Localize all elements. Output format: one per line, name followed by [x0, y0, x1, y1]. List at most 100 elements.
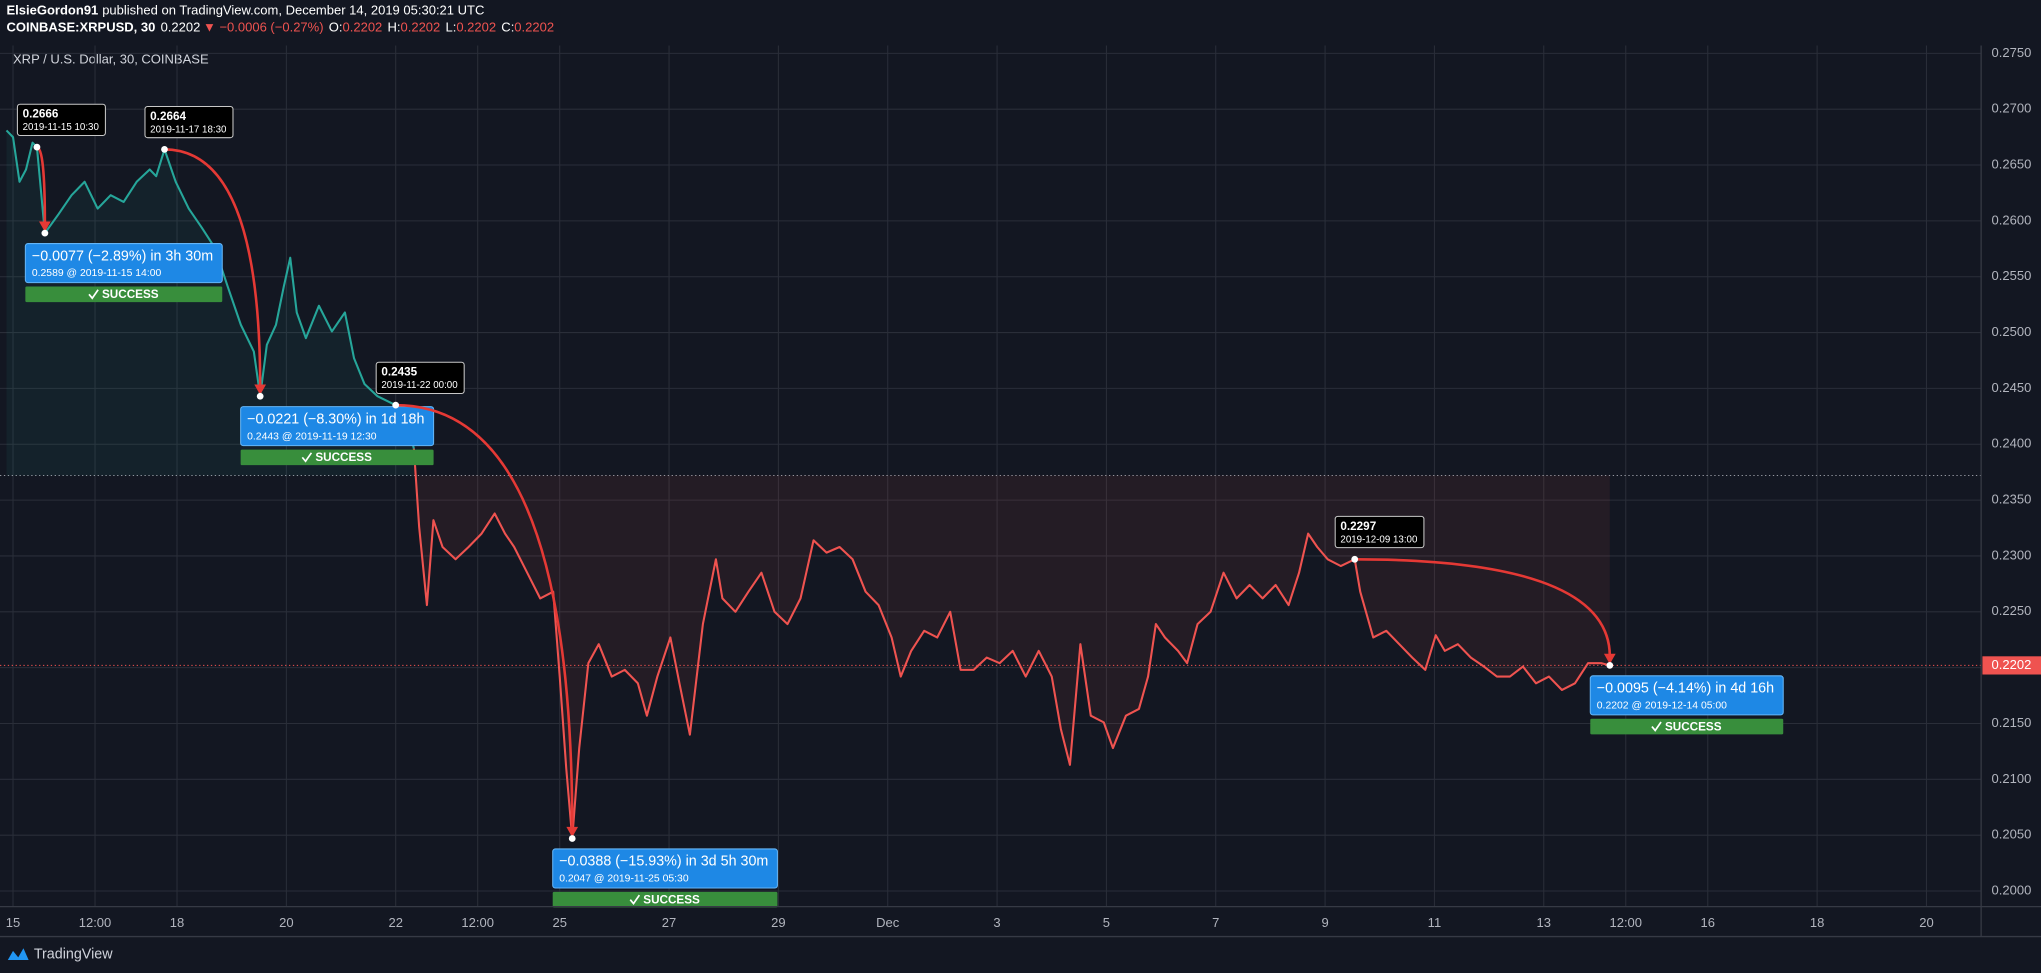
y-tick-label: 0.2600	[1992, 212, 2032, 227]
ohlc-label: O:	[329, 20, 343, 35]
brand: TradingView	[34, 947, 113, 963]
x-tick-label: 22	[388, 915, 402, 930]
y-tick-label: 0.2450	[1992, 380, 2032, 395]
start-price: 0.2664	[150, 110, 186, 123]
start-box	[144, 105, 234, 139]
y-tick-label: 0.2250	[1992, 603, 2032, 618]
arrow-head	[254, 384, 267, 395]
ohlc-label: L:	[445, 20, 456, 35]
y-tick-label: 0.2650	[1992, 156, 2032, 171]
header-line: ElsieGordon91 published on TradingView.co…	[7, 3, 485, 18]
symbol: COINBASE:XRPUSD, 30	[7, 20, 156, 35]
arrow-curve	[164, 148, 262, 388]
x-tick-label: 18	[170, 915, 184, 930]
status-bar	[552, 891, 778, 908]
status-text: SUCCESS	[643, 893, 700, 906]
published: published on TradingView.com, December 1…	[102, 3, 484, 18]
last-price-label: 0.2202	[1992, 657, 2032, 672]
start-price: 0.2435	[381, 366, 417, 379]
end-point	[568, 835, 576, 842]
x-tick-label: 20	[279, 915, 293, 930]
x-tick-label: 3	[993, 915, 1000, 930]
y-tick-label: 0.2350	[1992, 492, 2032, 507]
end-label: −0.0388 (−15.93%) in 3d 5h 30m 0.2047 @ 2…	[552, 848, 778, 908]
start-date: 2019-11-17 18:30	[150, 124, 227, 135]
ohlc-value: 0.2202	[400, 20, 440, 35]
start-box	[16, 103, 106, 136]
end-label: −0.0077 (−2.89%) in 3h 30m 0.2589 @ 2019-…	[24, 243, 223, 303]
plot	[0, 129, 1982, 840]
start-date: 2019-11-22 00:00	[381, 380, 458, 391]
end-box	[24, 243, 223, 284]
series-area	[6, 130, 414, 476]
status-bar	[25, 286, 223, 303]
logo-icon	[7, 948, 29, 960]
start-point	[33, 143, 41, 151]
end-point	[256, 392, 264, 400]
x-tick-label: 25	[552, 915, 566, 930]
end-label: −0.0095 (−4.14%) in 4d 16h 0.2202 @ 2019-…	[1589, 675, 1784, 735]
ohlc-value: 0.2202	[514, 20, 554, 35]
end-detail: 0.2202 @ 2019-12-14 05:00	[1597, 700, 1727, 711]
start-price: 0.2666	[23, 108, 59, 121]
status-text: SUCCESS	[1665, 720, 1722, 733]
end-change: −0.0388 (−15.93%) in 3d 5h 30m	[559, 854, 768, 870]
status-text: SUCCESS	[102, 288, 159, 301]
x-tick-label: 16	[1701, 915, 1715, 930]
y-tick-label: 0.2700	[1992, 101, 2032, 116]
start-box	[1334, 515, 1425, 549]
status-bar	[240, 449, 434, 466]
end-detail: 0.2047 @ 2019-11-25 05:30	[559, 874, 689, 885]
x-tick-label: 12:00	[79, 915, 112, 930]
y-tick-label: 0.2050	[1992, 827, 2032, 842]
end-detail: 0.2443 @ 2019-11-19 12:30	[247, 431, 377, 442]
start-date: 2019-12-09 13:00	[1340, 534, 1418, 545]
end-detail: 0.2589 @ 2019-11-15 14:00	[32, 268, 162, 279]
check-icon	[88, 289, 99, 300]
x-tick-label: 12:00	[1609, 915, 1642, 930]
check-icon	[1651, 721, 1662, 732]
start-point	[392, 401, 400, 409]
series-line	[412, 448, 1611, 840]
x-tick-label: 15	[6, 915, 20, 930]
x-tick-label: 11	[1428, 915, 1442, 930]
author: ElsieGordon91	[7, 3, 99, 18]
legend-title: XRP / U.S. Dollar, 30, COINBASE	[13, 51, 209, 66]
check-icon	[629, 894, 641, 905]
end-box	[240, 406, 435, 447]
y-tick-label: 0.2100	[1992, 771, 2032, 786]
start-point	[161, 146, 168, 153]
arrow-head	[566, 826, 579, 838]
end-box	[1589, 675, 1784, 716]
arrow-curve	[395, 403, 574, 830]
start-price: 0.2297	[1340, 520, 1376, 533]
end-change: −0.0095 (−4.14%) in 4d 16h	[1597, 681, 1774, 697]
check-icon	[301, 452, 313, 463]
price: 0.2202	[161, 20, 201, 35]
start-date: 2019-11-15 10:30	[23, 122, 100, 133]
end-point	[41, 229, 49, 237]
ohlc-label: C:	[501, 20, 514, 35]
x-tick-label: 5	[1103, 915, 1110, 930]
end-change: −0.0077 (−2.89%) in 3h 30m	[32, 248, 213, 264]
x-tick-label: 20	[1919, 915, 1933, 930]
start-point	[1351, 555, 1359, 563]
symbol-line: COINBASE:XRPUSD, 30 0.2202 ▼ −0.0006 (−0.2…	[7, 20, 555, 35]
x-tick-label: Dec	[876, 915, 900, 930]
grid	[0, 45, 1982, 907]
ohlc-value: 0.2202	[343, 20, 383, 35]
end-point	[1606, 662, 1614, 669]
y-tick-label: 0.2500	[1992, 324, 2032, 339]
last-price-box	[1982, 656, 2041, 675]
x-tick-label: 27	[662, 915, 676, 930]
arrow-curve	[1354, 558, 1612, 657]
logo: TradingView	[7, 947, 113, 963]
series-area	[413, 448, 1610, 839]
